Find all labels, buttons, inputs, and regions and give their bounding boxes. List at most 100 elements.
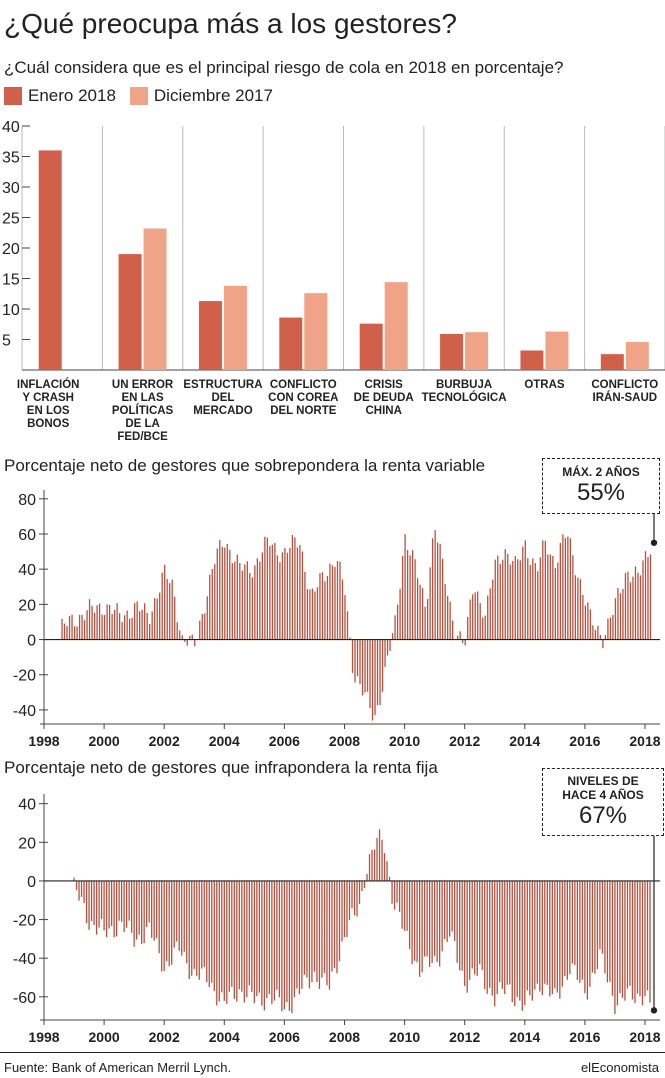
bar-enero-2018 — [198, 301, 222, 370]
bar-ytick-label: 35 — [2, 150, 20, 167]
bond-chart: -60 -40 -20 0 20 40 1998 2000 2002 2004 2006 2008 20… — [13, 794, 661, 1045]
bar-enero-2018 — [600, 354, 624, 370]
bar-ytick-label: 30 — [2, 180, 20, 197]
bar-ytick-label: 5 — [2, 333, 11, 350]
ts-xtick-label: 2012 — [449, 1029, 480, 1045]
bar-category-label: CONFLICTO — [270, 379, 337, 391]
ts-xtick-label: 2016 — [569, 1029, 600, 1045]
bond-callout-value: 67% — [578, 802, 628, 829]
bar-diciembre-2017 — [223, 285, 247, 370]
bar-enero-2018 — [359, 323, 383, 370]
bar-category-label: POLÍTICAS — [112, 404, 174, 417]
bar-category-label: CRISIS — [365, 379, 404, 391]
bar-category-label: EN LOS — [27, 405, 70, 417]
legend-swatch-dark — [4, 87, 22, 105]
bar-enero-2018 — [279, 317, 303, 370]
ts-xtick-label: 2018 — [629, 1029, 660, 1045]
ts-ytick-label: -20 — [13, 913, 36, 930]
bar-enero-2018 — [440, 334, 464, 370]
equity-callout-label: MÁX. 2 AÑOS — [562, 465, 640, 479]
bar-category-label: DEL — [211, 392, 234, 404]
bar-diciembre-2017 — [143, 228, 167, 370]
ts-ytick-label: 0 — [27, 633, 36, 650]
ts-xtick-label: 2000 — [89, 733, 120, 749]
bar-category-label: CON COREA — [268, 392, 338, 404]
ts-xtick-label: 2006 — [269, 733, 300, 749]
ts-xtick-label: 2016 — [569, 733, 600, 749]
bar-category-label: CHINA — [365, 405, 401, 417]
ts-xtick-label: 2010 — [389, 733, 420, 749]
chart-subtitle: ¿Cuál considera que es el principal ries… — [4, 58, 564, 77]
equity-callout-value: 55% — [576, 479, 626, 506]
bond-chart-title: Porcentaje neto de gestores que infrapon… — [4, 758, 438, 777]
bar-category-label: OTRAS — [524, 379, 565, 391]
ts-xtick-label: 1998 — [28, 1029, 59, 1045]
ts-ytick-label: 60 — [18, 527, 36, 544]
bar-category-label: CONFLICTO — [591, 379, 658, 391]
legend-item-enero: Enero 2018 — [4, 86, 116, 106]
ts-ytick-label: 20 — [18, 597, 36, 614]
bar-ytick-label: 15 — [2, 272, 20, 289]
legend: Enero 2018 Diciembre 2017 — [4, 86, 287, 106]
ts-xtick-label: 2004 — [209, 733, 240, 749]
ts-xtick-label: 2006 — [269, 1029, 300, 1045]
bar-category-label: FED/BCE — [117, 431, 168, 443]
equity-chart: -40 -20 0 20 40 60 80 1998 2000 2002 2004 2006 2008 2… — [13, 490, 661, 749]
ts-xtick-label: 2014 — [509, 733, 540, 749]
ts-xtick-label: 2008 — [329, 733, 360, 749]
bar-category-label: IRÁN-SAUD — [593, 391, 658, 404]
bar-category-label: MERCADO — [193, 405, 252, 417]
ts-ytick-label: -20 — [13, 668, 36, 685]
ts-ytick-label: 40 — [18, 797, 36, 814]
ts-xtick-label: 2002 — [149, 733, 180, 749]
bond-callout: NIVELES DE HACE 4 AÑOS 67% — [542, 768, 664, 836]
ts-callout-marker — [650, 539, 658, 546]
bar-diciembre-2017 — [545, 331, 569, 370]
bar-category-label: DE DEUDA — [354, 392, 414, 404]
ts-ytick-label: -40 — [13, 951, 36, 968]
page-title: ¿Qué preocupa más a los gestores? — [4, 8, 457, 39]
bar-category-label: Y CRASH — [22, 392, 74, 404]
ts-ytick-label: -60 — [13, 990, 36, 1007]
legend-item-diciembre: Diciembre 2017 — [129, 86, 273, 106]
bar-category-label: EN LAS — [121, 392, 164, 404]
bar-category-label: DEL NORTE — [270, 405, 337, 417]
ts-ytick-label: 0 — [27, 874, 36, 891]
bar-diciembre-2017 — [625, 341, 649, 370]
ts-xtick-label: 2000 — [89, 1029, 120, 1045]
bond-callout-label-1: NIVELES DE — [567, 774, 639, 788]
ts-xtick-label: 2008 — [329, 1029, 360, 1045]
brand-name: elEconomista — [580, 1060, 659, 1075]
legend-swatch-light — [129, 87, 148, 105]
bar-diciembre-2017 — [304, 293, 328, 370]
ts-ytick-label: 20 — [18, 835, 36, 852]
bar-enero-2018 — [118, 254, 142, 370]
ts-ytick-label: 80 — [18, 492, 36, 509]
bar-enero-2018 — [520, 350, 544, 370]
bar-category-label: DE LA — [125, 418, 160, 430]
ts-xtick-label: 2010 — [389, 1029, 420, 1045]
bar-category-label: BONOS — [27, 418, 70, 430]
bar-ytick-label: 25 — [2, 211, 20, 228]
ts-xtick-label: 2002 — [149, 1029, 180, 1045]
bar-category-label: TECNOLÓGICA — [422, 391, 507, 404]
bar-category-label: UN ERROR — [112, 379, 174, 391]
ts-xtick-label: 2004 — [209, 1029, 240, 1045]
legend-label-diciembre: Diciembre 2017 — [153, 86, 273, 105]
bar-category-label: INFLACIÓN — [17, 378, 80, 391]
bar-category-label: BURBUJA — [436, 379, 492, 391]
ts-xtick-label: 2012 — [449, 733, 480, 749]
legend-label-enero: Enero 2018 — [28, 86, 116, 105]
bar-diciembre-2017 — [465, 332, 489, 370]
source-note: Fuente: Bank of American Merril Lynch. — [4, 1060, 232, 1075]
bar-ytick-label: 10 — [2, 302, 20, 319]
equity-callout: MÁX. 2 AÑOS 55% — [542, 458, 660, 514]
ts-callout-marker — [650, 1007, 658, 1014]
bar-enero-2018 — [38, 150, 62, 370]
ts-xtick-label: 2018 — [629, 733, 660, 749]
bond-callout-label-2: HACE 4 AÑOS — [562, 788, 644, 802]
ts-ytick-label: -40 — [13, 703, 36, 720]
bar-ytick-label: 20 — [2, 241, 20, 258]
ts-xtick-label: 1998 — [28, 733, 59, 749]
